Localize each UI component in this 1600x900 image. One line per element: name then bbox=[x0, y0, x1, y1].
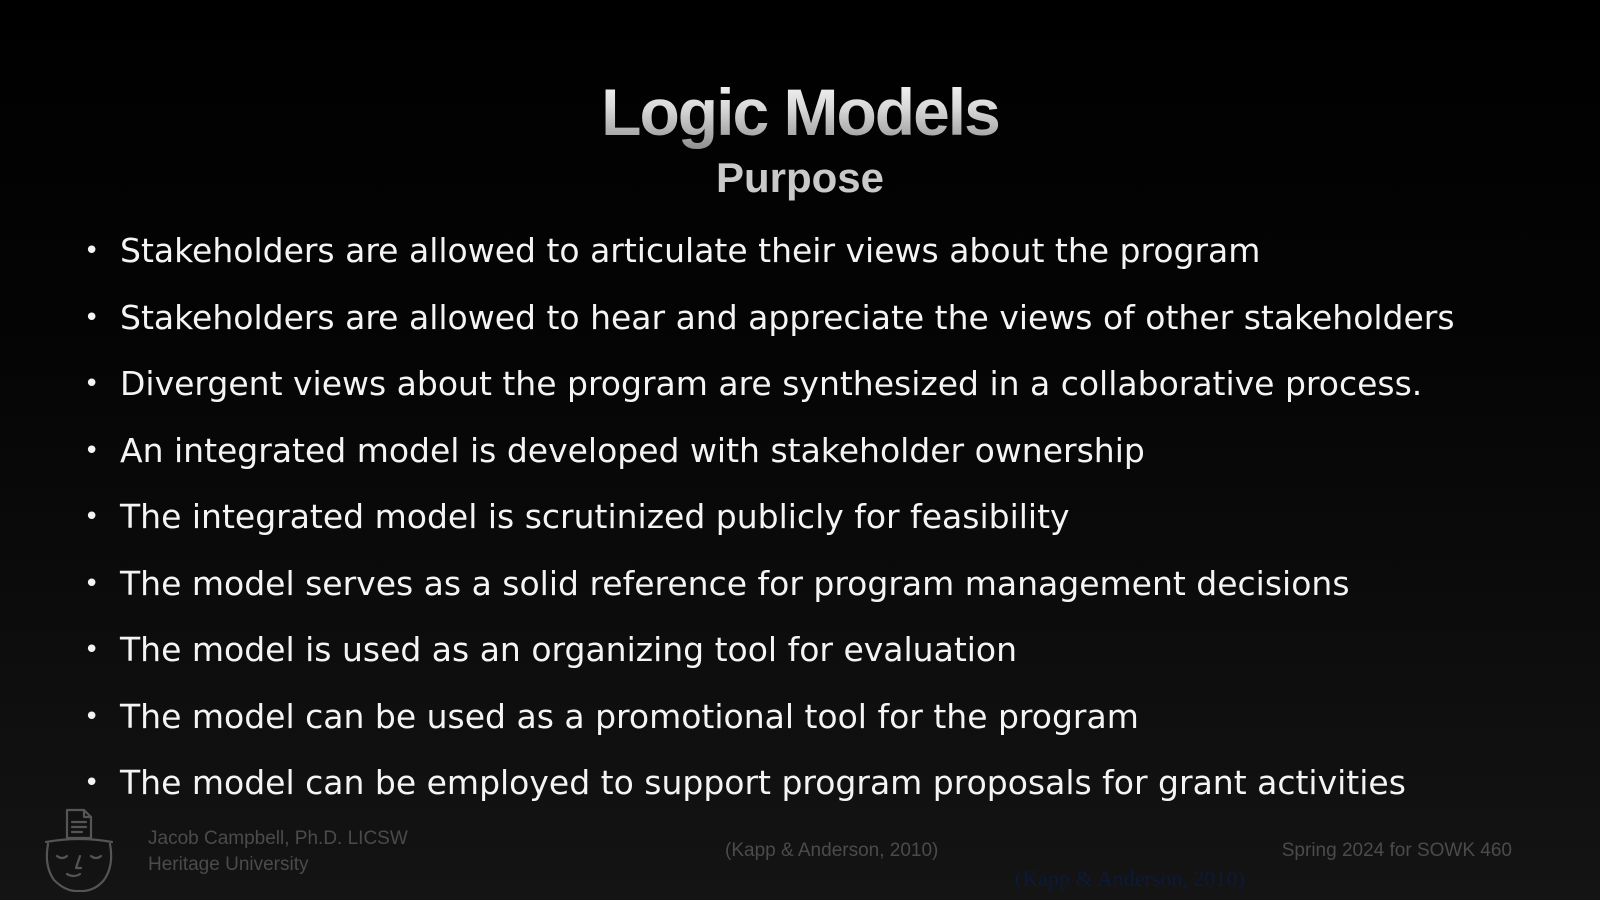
footer-course: Spring 2024 for SOWK 460 bbox=[1281, 840, 1512, 861]
bullet-icon: • bbox=[84, 635, 100, 665]
bullet-item: • The model serves as a solid reference … bbox=[84, 551, 1564, 618]
bullet-text: An integrated model is developed with st… bbox=[120, 430, 1145, 470]
bullet-text: The model can be employed to support pro… bbox=[120, 763, 1406, 802]
bullet-item: • An integrated model is developed with … bbox=[84, 418, 1564, 485]
footer-citation: (Kapp & Anderson, 2010) bbox=[725, 840, 939, 861]
bullet-text: The model serves as a solid reference fo… bbox=[120, 563, 1350, 603]
bullet-item: • The model can be employed to support p… bbox=[84, 750, 1564, 817]
bullet-text: Stakeholders are allowed to hear and app… bbox=[120, 297, 1455, 337]
person-with-document-hat-icon bbox=[44, 808, 114, 892]
bullet-icon: • bbox=[84, 369, 100, 399]
footer-institution: Heritage University bbox=[148, 854, 309, 875]
bullet-item: • Divergent views about the program are … bbox=[84, 351, 1564, 418]
bullet-text: Stakeholders are allowed to articulate t… bbox=[120, 231, 1261, 270]
bullet-icon: • bbox=[84, 768, 100, 798]
bullet-item: • The integrated model is scrutinized pu… bbox=[84, 484, 1564, 551]
bullet-text: The model can be used as a promotional t… bbox=[120, 696, 1139, 736]
bullet-icon: • bbox=[84, 502, 100, 532]
bullet-icon: • bbox=[84, 435, 100, 466]
bullet-icon: • bbox=[84, 701, 100, 732]
bullet-icon: • bbox=[84, 568, 100, 599]
bullet-icon: • bbox=[84, 302, 100, 333]
bullet-item: • The model is used as an organizing too… bbox=[84, 617, 1564, 684]
bullet-list: • Stakeholders are allowed to articulate… bbox=[84, 218, 1564, 817]
footer-author: Jacob Campbell, Ph.D. LICSW bbox=[148, 828, 408, 849]
bullet-item: • Stakeholders are allowed to hear and a… bbox=[84, 285, 1564, 352]
bullet-item: • The model can be used as a promotional… bbox=[84, 684, 1564, 751]
slide-title: Logic Models bbox=[0, 72, 1600, 152]
bullet-text: Divergent views about the program are sy… bbox=[120, 364, 1423, 403]
slide-subtitle: Purpose bbox=[715, 154, 885, 201]
bullet-text: The model is used as an organizing tool … bbox=[120, 630, 1018, 669]
bullet-item: • Stakeholders are allowed to articulate… bbox=[84, 218, 1564, 285]
footer-author-block: Jacob Campbell, Ph.D. LICSW Heritage Uni… bbox=[148, 826, 408, 878]
ghost-citation: (Kapp & Anderson, 2010) bbox=[1015, 866, 1245, 891]
bullet-text: The integrated model is scrutinized publ… bbox=[120, 497, 1070, 536]
bullet-icon: • bbox=[84, 236, 100, 266]
